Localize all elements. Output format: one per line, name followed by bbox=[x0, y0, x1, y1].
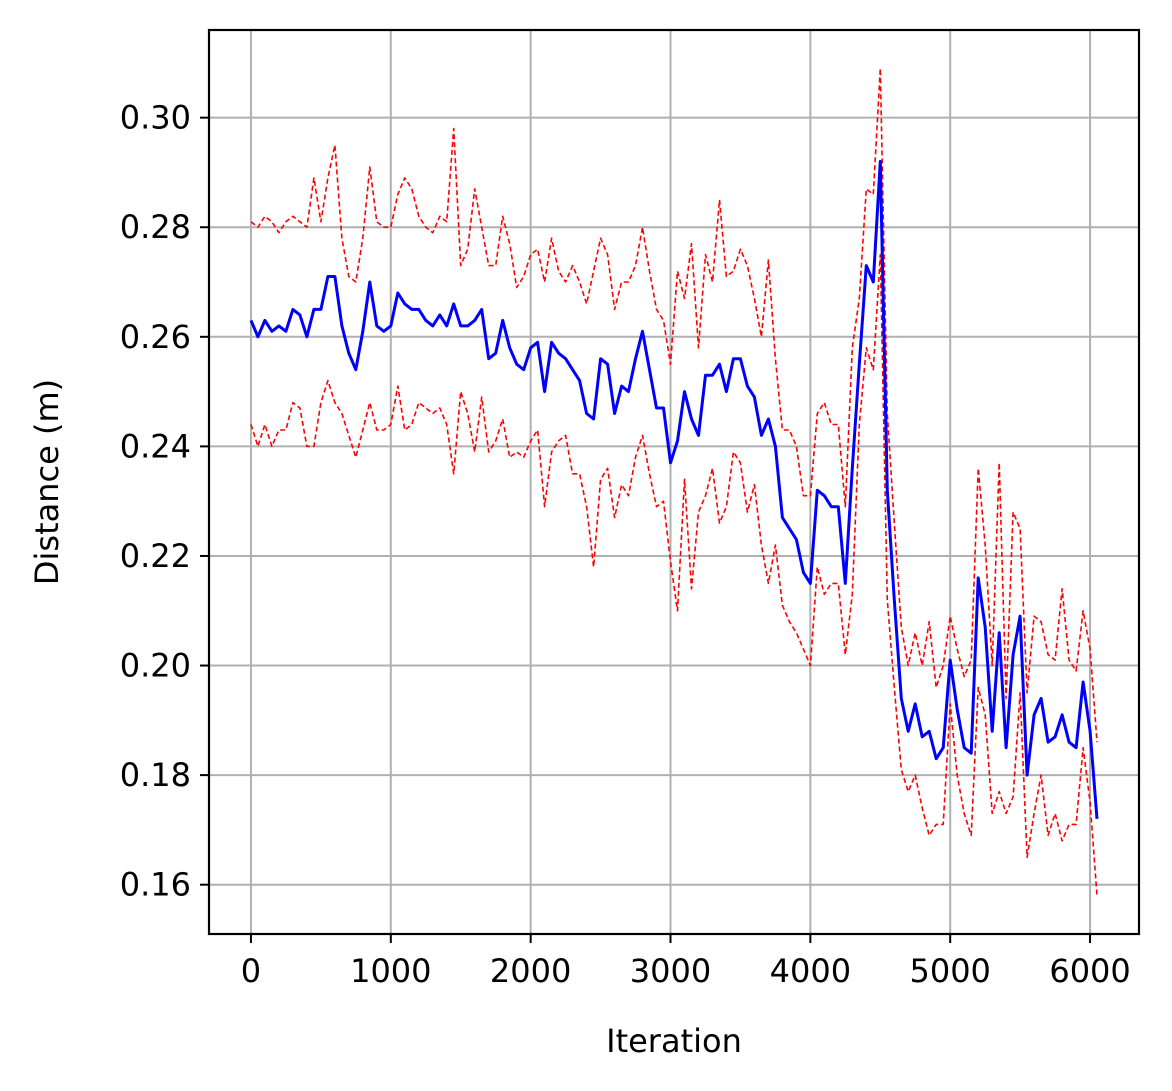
y-axis: 0.16 0.18 0.20 0.22 0.24 0.26 0.28 0.30 bbox=[120, 99, 209, 904]
x-tick-label: 1000 bbox=[350, 952, 431, 990]
y-tick-label: 0.18 bbox=[120, 756, 191, 794]
x-tick-label: 4000 bbox=[770, 952, 851, 990]
series-group bbox=[249, 67, 1099, 896]
x-axis: 0 1000 2000 3000 4000 5000 6000 bbox=[241, 934, 1131, 990]
x-tick-label: 3000 bbox=[630, 952, 711, 990]
y-tick-label: 0.28 bbox=[120, 208, 191, 246]
y-tick-label: 0.22 bbox=[120, 537, 191, 575]
y-tick-label: 0.26 bbox=[120, 318, 191, 356]
y-tick-label: 0.30 bbox=[120, 99, 191, 137]
grid-lines bbox=[209, 30, 1139, 934]
x-tick-label: 2000 bbox=[490, 952, 571, 990]
mean-series-line bbox=[249, 160, 1099, 820]
x-axis-label: Iteration bbox=[606, 1022, 742, 1060]
lower-series-line bbox=[250, 253, 1098, 896]
y-axis-label: Distance (m) bbox=[28, 379, 66, 585]
x-tick-label: 5000 bbox=[909, 952, 990, 990]
x-tick-label: 6000 bbox=[1049, 952, 1130, 990]
y-tick-label: 0.20 bbox=[120, 647, 191, 685]
y-tick-label: 0.16 bbox=[120, 866, 191, 904]
x-tick-label: 0 bbox=[241, 952, 261, 990]
y-tick-label: 0.24 bbox=[120, 427, 191, 465]
upper-series-line bbox=[250, 67, 1098, 743]
plot-frame bbox=[207, 28, 1141, 936]
